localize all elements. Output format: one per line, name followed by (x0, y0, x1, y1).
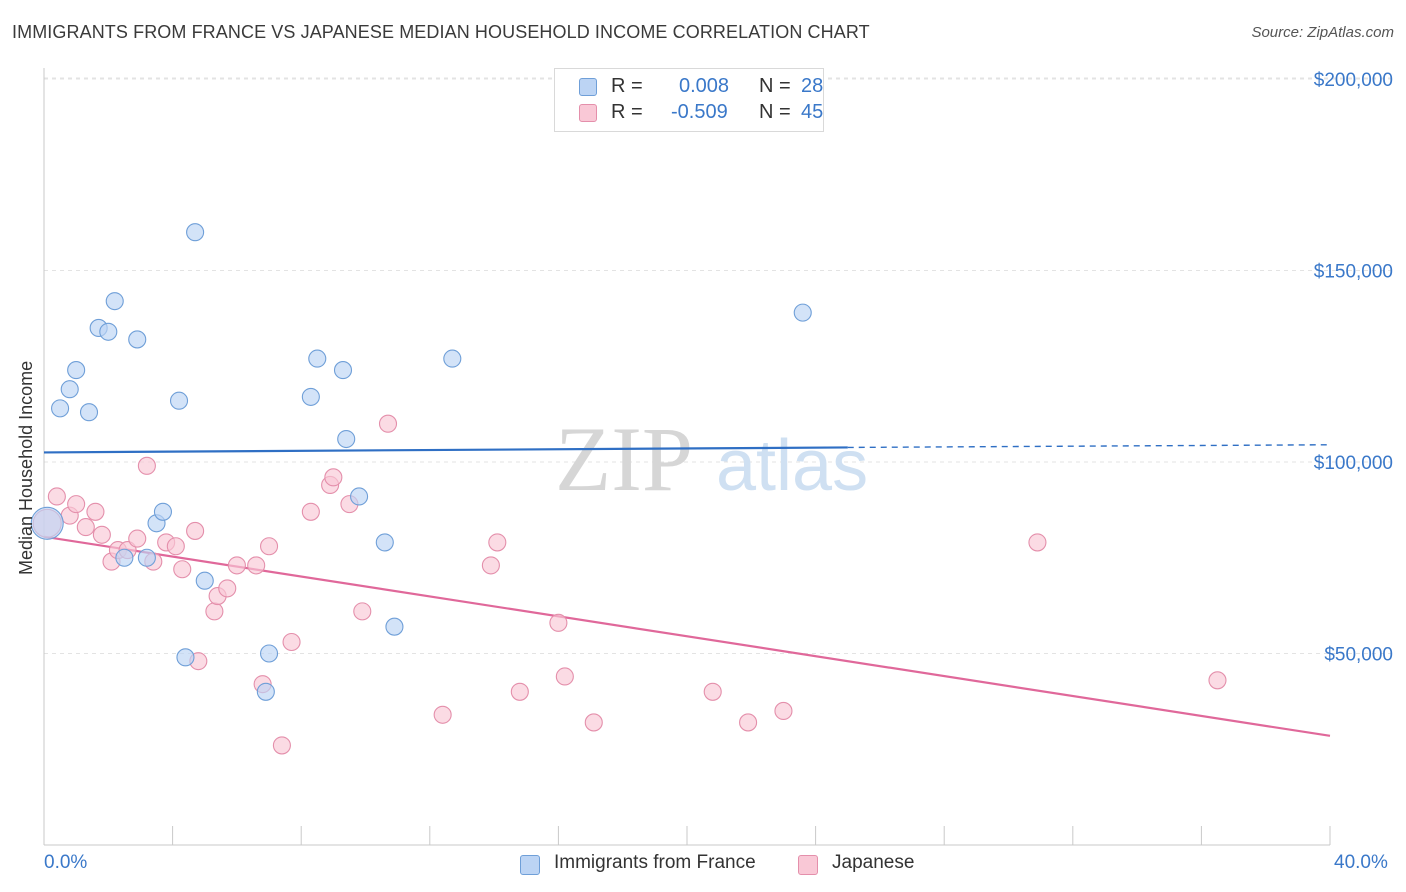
japanese-point (378, 414, 398, 433)
x-tick-label-min: 0.0% (44, 852, 88, 873)
japanese-point (739, 713, 758, 732)
france-point (308, 349, 327, 368)
japanese-point (186, 521, 205, 540)
france-point (385, 617, 404, 636)
japanese-point (774, 701, 793, 721)
japanese-point (481, 556, 500, 575)
france-swatch (579, 78, 597, 96)
france-point (30, 506, 64, 540)
japanese-point (549, 613, 568, 632)
france-point (99, 322, 118, 341)
japanese-point (205, 602, 224, 621)
japanese-point (76, 518, 95, 537)
y-axis-label: Median Household Income (16, 360, 36, 575)
y-tick-label: $200,000 (1314, 70, 1393, 91)
japanese-point (324, 468, 343, 487)
france-point (115, 548, 134, 567)
france-point (337, 429, 356, 449)
france-swatch (520, 855, 540, 875)
japanese-point (433, 705, 452, 724)
france-point (60, 380, 79, 399)
japanese-point (92, 525, 111, 544)
y-tick-label: $100,000 (1314, 453, 1393, 474)
y-tick-label: $150,000 (1314, 262, 1393, 283)
japanese-point (282, 632, 301, 652)
r-value: -0.509 (671, 101, 728, 123)
japanese-point (173, 560, 192, 579)
japanese-point (1208, 671, 1227, 690)
source-label: Source: ZipAtlas.com (1251, 24, 1394, 41)
japanese-point (703, 682, 722, 701)
japanese-point (510, 682, 529, 701)
france-point (333, 361, 353, 380)
france-trend-extension (847, 444, 1331, 449)
france-point (79, 403, 99, 422)
japanese-point (128, 529, 147, 548)
japanese-point (137, 456, 156, 475)
japanese-point (86, 502, 105, 521)
france-point (186, 223, 205, 242)
france-point (443, 349, 462, 368)
japanese-swatch (798, 855, 818, 875)
r-label: R = (611, 101, 643, 123)
japanese-point (353, 602, 372, 621)
legend-label: Immigrants from France (554, 852, 756, 873)
japanese-point (47, 487, 66, 506)
france-point (153, 502, 173, 521)
watermark: ZIP atlas (555, 408, 868, 510)
stats-legend: R = 0.008 N = 28 R = -0.509 N = 45 (554, 68, 824, 132)
watermark-atlas: atlas (716, 426, 868, 506)
france-point (137, 548, 156, 567)
japanese-point (218, 579, 237, 598)
y-tick-label: $50,000 (1324, 645, 1393, 666)
france-point (105, 292, 124, 311)
france-point (256, 682, 275, 701)
japanese-point (584, 713, 603, 732)
france-point (375, 533, 394, 552)
japanese-point (272, 736, 291, 755)
france-point (176, 648, 195, 667)
n-value: 45 (801, 101, 824, 123)
france-trend-line (43, 446, 848, 454)
watermark-zip: ZIP (555, 408, 693, 510)
japanese-swatch (579, 104, 597, 122)
japanese-point (227, 556, 246, 575)
japanese-point (1028, 533, 1047, 552)
axes (43, 68, 1331, 846)
n-value: 28 (801, 75, 824, 97)
n-label: N = (759, 101, 791, 123)
france-point (259, 644, 279, 663)
france-point (169, 391, 189, 410)
japanese-point (259, 537, 279, 556)
france-point (301, 387, 320, 406)
japanese-point (301, 502, 320, 521)
france-point (350, 487, 369, 506)
france-point (67, 361, 86, 380)
r-label: R = (611, 75, 643, 97)
france-point (51, 399, 70, 418)
japanese-point (67, 495, 86, 514)
y-tick-labels: $50,000 $100,000 $150,000 $200,000 (1314, 70, 1393, 666)
japanese-point (166, 537, 185, 556)
japanese-point (488, 533, 507, 552)
x-tick-label-max: 40.0% (1334, 852, 1388, 873)
data-points (30, 223, 1227, 755)
legend-label: Japanese (832, 852, 915, 873)
japanese-point (247, 556, 266, 575)
france-point (793, 303, 812, 322)
chart-title: IMMIGRANTS FROM FRANCE VS JAPANESE MEDIA… (12, 22, 870, 42)
japanese-point (555, 667, 574, 686)
france-point (195, 571, 214, 590)
r-value: 0.008 (679, 75, 730, 97)
france-point (128, 330, 147, 349)
n-label: N = (759, 75, 791, 97)
